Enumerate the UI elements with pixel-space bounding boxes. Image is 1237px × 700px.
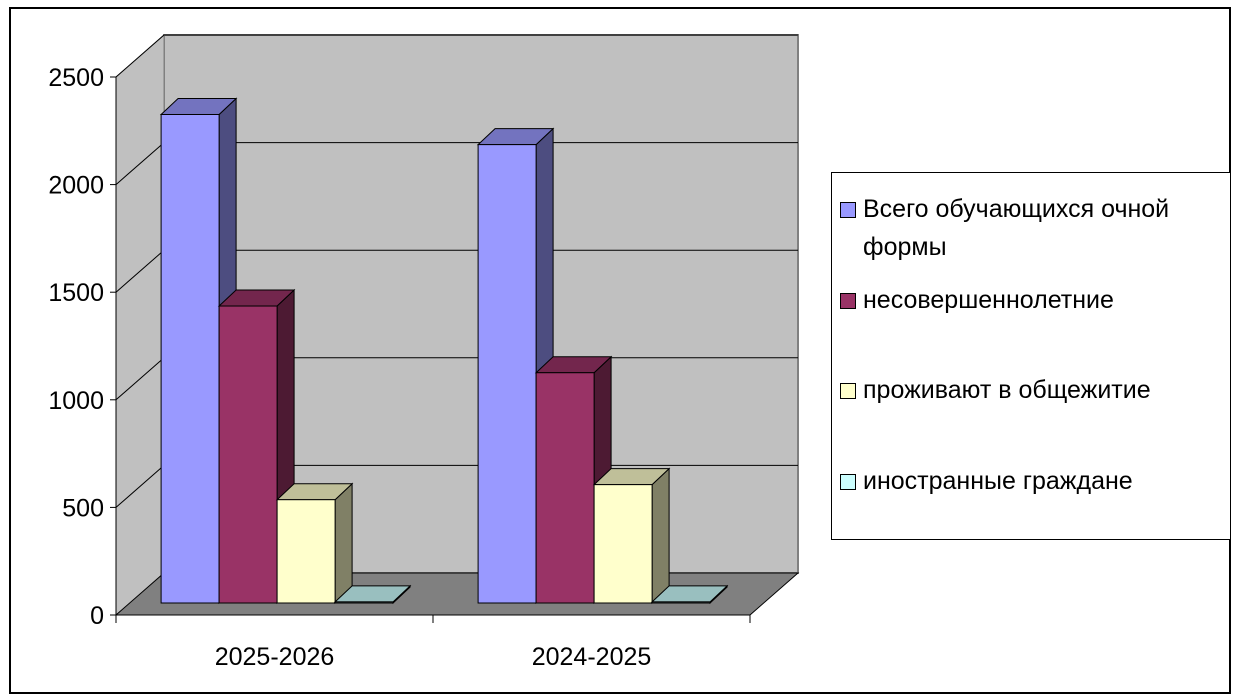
- bar-front: [535, 372, 595, 604]
- x-tick-label: 2024-2025: [532, 643, 652, 671]
- legend-label-dormitory: проживают в общежитие: [863, 376, 1151, 404]
- bar-side: [651, 467, 670, 605]
- bars: [159, 97, 729, 605]
- bar-front: [276, 499, 336, 604]
- legend-swatch-dormitory: [840, 383, 856, 399]
- legend-label-foreign: иностранные граждане: [863, 467, 1133, 495]
- bar-4-2: [650, 584, 729, 605]
- x-tick-label: 2025-2026: [215, 643, 335, 671]
- y-tick-label: 2500: [48, 64, 104, 92]
- legend-label-minors: несовершеннолетние: [863, 286, 1114, 314]
- legend-item-foreign: иностранные граждане: [840, 462, 1230, 500]
- bar-3-1: [275, 482, 354, 605]
- legend-item-dormitory: проживают в общежитие: [840, 371, 1230, 409]
- y-tick-label: 1000: [48, 387, 104, 415]
- bar-front: [160, 113, 220, 604]
- legend-swatch-foreign: [840, 474, 856, 490]
- bar-3-2: [592, 467, 671, 605]
- bar-front: [651, 601, 711, 604]
- legend-swatch-minors: [840, 293, 856, 309]
- side-wall: [115, 33, 165, 617]
- tick-labels: 0 500 1000 1500 2000 2500 2025-2026 2024-2025: [48, 64, 651, 671]
- gridline: [115, 34, 798, 78]
- bar-front: [218, 305, 278, 604]
- y-tick-label: 1500: [48, 279, 104, 307]
- legend-item-total: Всего обучающихся очной формы: [840, 190, 1230, 266]
- bar-side: [334, 482, 353, 605]
- legend-item-minors: несовершеннолетние: [840, 281, 1230, 319]
- bar-front: [477, 144, 537, 604]
- bar-front: [334, 601, 394, 604]
- legend-label-total: Всего обучающихся очной формы: [863, 195, 1170, 261]
- legend-swatch-total: [840, 202, 856, 218]
- bar-4-1: [333, 584, 412, 605]
- y-tick-label: 500: [62, 494, 104, 522]
- axes: [110, 76, 751, 623]
- legend: Всего обучающихся очной формы несовершен…: [831, 172, 1231, 540]
- bar-front: [593, 484, 653, 604]
- y-tick-label: 2000: [48, 172, 104, 200]
- y-tick-label: 0: [90, 602, 104, 630]
